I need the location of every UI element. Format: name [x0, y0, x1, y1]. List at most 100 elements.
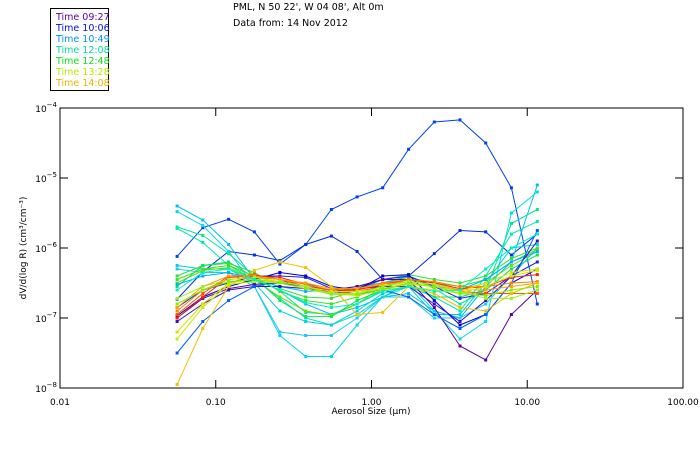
x-tick-label: 100.00: [667, 398, 699, 408]
data-point: [432, 289, 436, 293]
data-point: [381, 292, 385, 295]
data-point: [535, 260, 539, 264]
data-point: [355, 287, 359, 291]
data-point: [484, 320, 488, 323]
data-point: [175, 278, 179, 281]
data-point: [201, 218, 205, 222]
data-point: [484, 288, 488, 292]
data-point: [484, 296, 488, 300]
data-point: [278, 278, 282, 281]
data-point: [535, 247, 539, 251]
data-point: [252, 268, 256, 272]
data-point: [304, 266, 308, 270]
date-title: Data from: 14 Nov 2012: [233, 18, 348, 29]
data-point: [175, 313, 179, 316]
data-point: [509, 274, 513, 278]
data-point: [535, 190, 539, 194]
y-tick-label: 10−7: [35, 311, 57, 325]
data-point: [458, 296, 462, 300]
data-point: [432, 295, 436, 299]
data-point: [458, 285, 462, 288]
data-point: [458, 313, 462, 316]
data-point: [535, 250, 539, 253]
data-point: [355, 313, 359, 316]
data-point: [304, 285, 308, 288]
x-tick-label: 1.00: [361, 398, 381, 408]
data-point: [227, 267, 231, 271]
data-point: [278, 334, 282, 337]
data-point: [278, 299, 282, 302]
data-point: [329, 292, 333, 296]
data-point: [432, 313, 436, 316]
data-point: [252, 275, 256, 279]
data-point: [175, 316, 179, 320]
data-point: [304, 334, 308, 337]
data-point: [355, 250, 359, 253]
data-point: [304, 299, 308, 302]
data-point: [484, 230, 488, 234]
data-point: [535, 285, 539, 288]
data-point: [329, 323, 333, 327]
data-point: [278, 285, 282, 288]
legend-item: Time 10:49: [56, 34, 110, 45]
data-point: [509, 285, 513, 288]
data-point: [484, 294, 488, 298]
data-point: [355, 302, 359, 306]
data-point: [329, 334, 333, 337]
data-point: [458, 337, 462, 341]
data-point: [278, 271, 282, 274]
data-point: [329, 289, 333, 293]
data-point: [381, 186, 385, 190]
data-point: [458, 281, 462, 285]
data-point: [201, 264, 205, 267]
data-point: [535, 208, 539, 211]
data-point: [227, 260, 231, 264]
data-point: [535, 288, 539, 292]
data-point: [535, 281, 539, 285]
data-point: [432, 282, 436, 286]
data-point: [381, 289, 385, 293]
data-point: [201, 320, 205, 323]
data-point: [355, 299, 359, 302]
x-axis-title: Aerosol Size (µm): [332, 407, 411, 417]
data-point: [535, 253, 539, 257]
data-point: [278, 260, 282, 264]
data-point: [227, 282, 231, 286]
data-point: [175, 330, 179, 334]
data-point: [304, 289, 308, 293]
data-point: [227, 299, 231, 302]
data-point: [175, 226, 179, 230]
series-layer: [175, 118, 539, 386]
x-tick-label: 10.00: [514, 398, 540, 408]
data-point: [535, 292, 539, 295]
legend: Time 09:27 Time 10:06 Time 10:49 Time 12…: [50, 8, 110, 91]
data-point: [509, 292, 513, 295]
data-point: [535, 232, 539, 236]
data-point: [227, 271, 231, 274]
legend-item: Time 14:08: [56, 78, 110, 89]
data-point: [175, 267, 179, 271]
data-point: [509, 260, 513, 264]
data-point: [201, 268, 205, 272]
data-point: [304, 287, 308, 291]
data-point: [304, 295, 308, 299]
data-point: [381, 274, 385, 278]
data-point: [432, 280, 436, 284]
data-point: [458, 288, 462, 292]
data-point: [175, 254, 179, 258]
data-point: [458, 344, 462, 348]
data-point: [381, 287, 385, 291]
data-point: [175, 296, 179, 300]
data-point: [535, 273, 539, 277]
data-point: [407, 273, 411, 277]
data-point: [535, 229, 539, 232]
legend-item: Time 09:27: [56, 12, 110, 23]
data-point: [509, 257, 513, 260]
data-point: [407, 295, 411, 299]
data-point: [201, 233, 205, 237]
data-point: [252, 285, 256, 288]
data-point: [175, 337, 179, 341]
series-26: [175, 278, 539, 306]
data-point: [201, 226, 205, 230]
